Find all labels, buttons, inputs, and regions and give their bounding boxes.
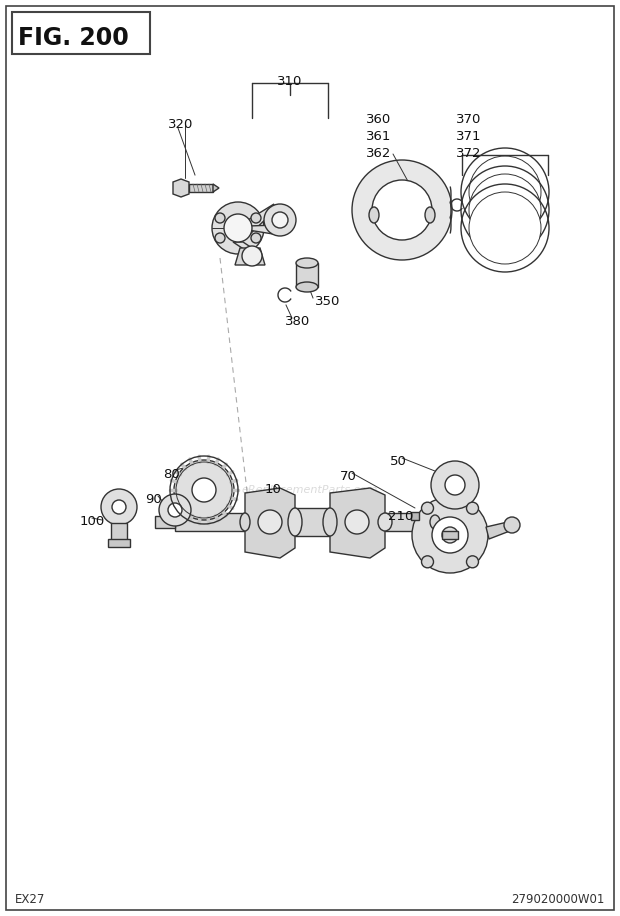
Circle shape <box>442 527 458 543</box>
Polygon shape <box>295 508 330 536</box>
Circle shape <box>258 510 282 534</box>
Polygon shape <box>233 242 255 250</box>
Polygon shape <box>213 184 219 192</box>
Circle shape <box>372 180 432 240</box>
Circle shape <box>422 502 433 514</box>
Circle shape <box>345 510 369 534</box>
Polygon shape <box>173 179 189 197</box>
Text: 210: 210 <box>388 510 414 523</box>
Ellipse shape <box>296 258 318 268</box>
Text: 70: 70 <box>340 470 357 483</box>
Ellipse shape <box>369 207 379 223</box>
Ellipse shape <box>323 508 337 536</box>
Text: 361: 361 <box>366 130 391 143</box>
Polygon shape <box>108 539 130 547</box>
Text: 90: 90 <box>145 493 162 506</box>
Text: 372: 372 <box>456 147 482 160</box>
Text: EX27: EX27 <box>15 893 45 906</box>
Circle shape <box>101 489 137 525</box>
Polygon shape <box>248 204 274 236</box>
Circle shape <box>431 461 479 509</box>
Polygon shape <box>248 225 278 234</box>
Polygon shape <box>385 513 435 531</box>
Ellipse shape <box>240 513 250 531</box>
Circle shape <box>469 174 541 246</box>
Text: 50: 50 <box>390 455 407 468</box>
Text: 80: 80 <box>163 468 180 481</box>
Polygon shape <box>411 512 419 520</box>
Circle shape <box>174 460 234 520</box>
Text: 360: 360 <box>366 113 391 126</box>
Text: 362: 362 <box>366 147 391 160</box>
Text: 370: 370 <box>456 113 481 126</box>
Circle shape <box>422 556 433 568</box>
Circle shape <box>469 156 541 228</box>
Text: 310: 310 <box>277 75 303 88</box>
Circle shape <box>432 517 468 553</box>
Bar <box>12 12 150 54</box>
Circle shape <box>215 213 225 223</box>
Circle shape <box>215 233 225 243</box>
Circle shape <box>412 497 488 573</box>
Polygon shape <box>155 516 175 528</box>
Text: eReplacementParts.com: eReplacementParts.com <box>242 485 378 495</box>
Ellipse shape <box>430 515 440 529</box>
Ellipse shape <box>288 508 302 536</box>
Text: 380: 380 <box>285 315 310 328</box>
Text: 350: 350 <box>315 295 340 308</box>
Circle shape <box>192 478 216 502</box>
Polygon shape <box>111 523 127 541</box>
Ellipse shape <box>296 282 318 292</box>
Polygon shape <box>330 488 385 558</box>
Polygon shape <box>296 263 318 287</box>
Circle shape <box>224 214 252 242</box>
Text: 320: 320 <box>168 118 193 131</box>
Circle shape <box>264 204 296 236</box>
Polygon shape <box>245 488 295 558</box>
Circle shape <box>504 517 520 533</box>
Circle shape <box>272 212 288 228</box>
Circle shape <box>159 494 191 526</box>
Polygon shape <box>486 521 515 539</box>
Polygon shape <box>442 531 458 539</box>
Circle shape <box>168 503 182 517</box>
Ellipse shape <box>378 513 392 531</box>
Text: 10: 10 <box>265 483 282 496</box>
Polygon shape <box>175 513 245 531</box>
Circle shape <box>251 213 261 223</box>
Circle shape <box>242 246 262 266</box>
Circle shape <box>251 233 261 243</box>
Polygon shape <box>235 248 265 265</box>
Text: 371: 371 <box>456 130 482 143</box>
Circle shape <box>466 502 479 514</box>
Text: 279020000W01: 279020000W01 <box>512 893 605 906</box>
Text: FIG. 200: FIG. 200 <box>18 26 129 50</box>
Circle shape <box>445 475 465 495</box>
Polygon shape <box>189 184 213 192</box>
Circle shape <box>112 500 126 514</box>
Ellipse shape <box>425 207 435 223</box>
Circle shape <box>352 160 452 260</box>
Circle shape <box>466 556 479 568</box>
Circle shape <box>469 192 541 264</box>
Circle shape <box>212 202 264 254</box>
Text: 100: 100 <box>80 515 105 528</box>
